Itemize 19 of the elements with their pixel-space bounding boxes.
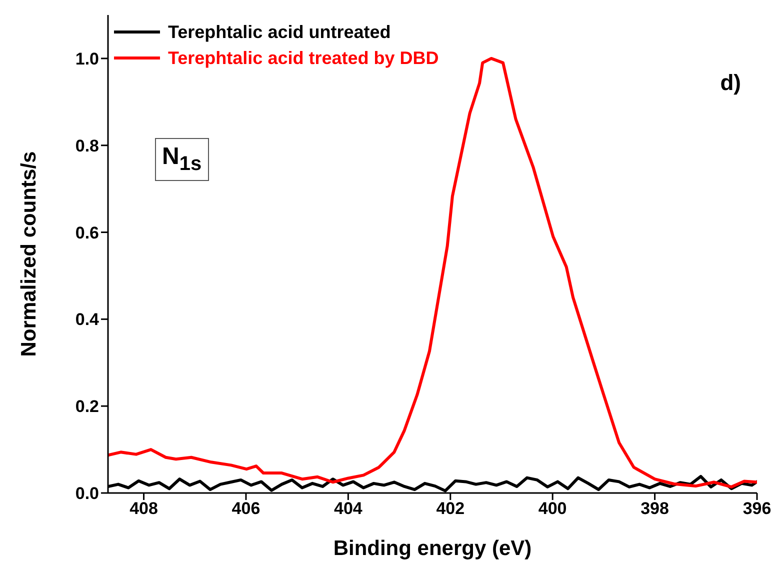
x-tick-label: 400	[538, 499, 567, 518]
y-axis-title: Normalized counts/s	[17, 151, 40, 357]
x-tick-label: 404	[334, 499, 363, 518]
x-axis-title: Binding energy (eV)	[333, 537, 532, 560]
y-tick-label: 1.0	[75, 49, 99, 68]
annotation: d)	[720, 70, 741, 96]
y-tick-label: 0.6	[75, 223, 99, 242]
x-tick-label: 406	[232, 499, 260, 518]
x-tick-label: 402	[436, 499, 465, 518]
x-tick-label: 398	[640, 499, 669, 518]
x-tick-label: 396	[742, 499, 772, 518]
y-tick-label: 0.8	[75, 136, 99, 156]
y-tick-label: 0.4	[75, 310, 100, 330]
y-tick-label: 0.2	[75, 397, 99, 416]
legend-label: Terephtalic acid untreated	[168, 22, 391, 42]
annotation: N$_{1s}$	[155, 138, 209, 181]
y-tick-label: 0.0	[75, 484, 99, 504]
legend-label: Terephtalic acid treated by DBD	[168, 48, 439, 68]
x-tick-label: 408	[130, 499, 158, 518]
